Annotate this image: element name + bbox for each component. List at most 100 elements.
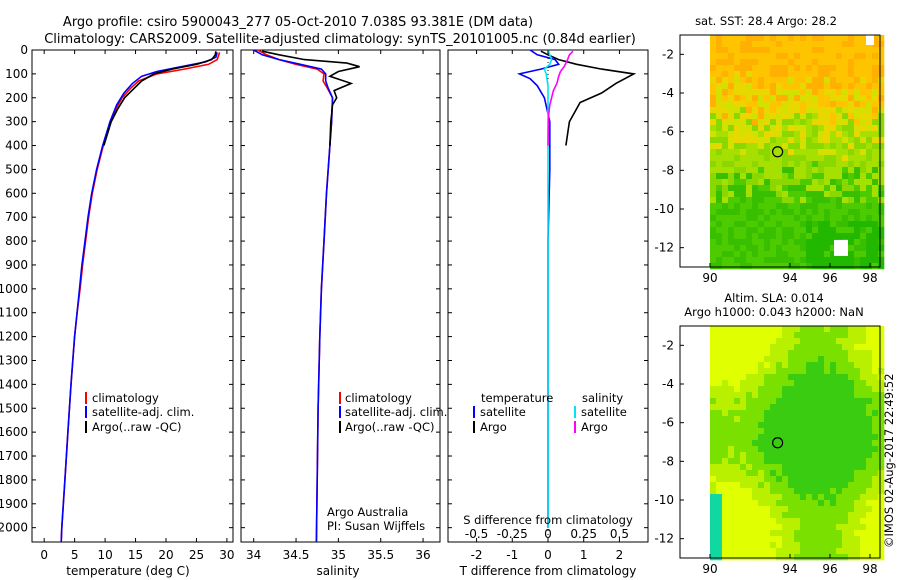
map-cell: [716, 482, 723, 489]
map-cell: [830, 500, 837, 507]
map-cell: [722, 41, 729, 48]
map-cell: [746, 464, 753, 471]
map-cell: [830, 131, 837, 138]
map-cell: [806, 221, 813, 228]
map-cell: [758, 251, 765, 258]
map-cell: [878, 530, 885, 537]
map-cell: [860, 506, 867, 513]
map-cell: [878, 536, 885, 543]
map-cell: [758, 263, 765, 270]
map-cell: [872, 95, 879, 102]
y-tick-label: -4: [662, 86, 674, 100]
map-cell: [770, 179, 777, 186]
map-cell: [806, 422, 813, 429]
map-cell: [782, 137, 789, 144]
map-cell: [770, 227, 777, 234]
map-cell: [854, 380, 861, 387]
map-cell: [794, 374, 801, 381]
map-cell: [812, 458, 819, 465]
map-cell: [836, 113, 843, 120]
map-cell: [758, 548, 765, 555]
map-cell: [764, 245, 771, 252]
map-cell: [800, 452, 807, 459]
map-cell: [842, 155, 849, 162]
map-cell: [722, 119, 729, 126]
map-cell: [878, 251, 885, 258]
series-line-argo-raw-qc-: [103, 51, 217, 146]
map-cell: [866, 239, 873, 246]
map-cell: [818, 404, 825, 411]
map-cell: [794, 500, 801, 507]
map-cell: [752, 173, 759, 180]
map-cell: [716, 530, 723, 537]
map-cell: [734, 452, 741, 459]
map-cell: [848, 446, 855, 453]
map-cell: [812, 380, 819, 387]
map-cell: [746, 476, 753, 483]
map-cell: [872, 107, 879, 114]
map-cell: [812, 215, 819, 222]
map-cell: [746, 356, 753, 363]
map-cell: [860, 83, 867, 90]
map-cell: [842, 83, 849, 90]
map-cell: [830, 35, 837, 42]
map-cell: [812, 95, 819, 102]
map-cell: [746, 257, 753, 264]
map-cell: [734, 542, 741, 549]
map-cell: [824, 488, 831, 495]
map-cell: [830, 446, 837, 453]
map-cell: [806, 416, 813, 423]
map-cell: [872, 185, 879, 192]
legend-t-sat-label: satellite: [480, 405, 526, 419]
map-cell: [794, 476, 801, 483]
map-cell: [746, 245, 753, 252]
map-cell: [800, 221, 807, 228]
legend-t-argo-label: Argo: [480, 420, 507, 434]
map-cell: [770, 350, 777, 357]
map-cell: [878, 476, 885, 483]
map-cell: [782, 35, 789, 42]
y-tick-label: -8: [662, 163, 674, 177]
map-cell: [764, 416, 771, 423]
map-cell: [818, 482, 825, 489]
map-cell: [860, 518, 867, 525]
map-cell: [848, 155, 855, 162]
map-cell: [824, 482, 831, 489]
map-cell: [782, 536, 789, 543]
map-cell: [716, 125, 723, 132]
map-cell: [758, 398, 765, 405]
map-cell: [806, 173, 813, 180]
map-cell: [872, 251, 879, 258]
map-cell: [824, 416, 831, 423]
map-cell: [716, 263, 723, 270]
map-cell: [788, 101, 795, 108]
map-cell: [776, 446, 783, 453]
map-cell: [734, 197, 741, 204]
map-cell: [812, 77, 819, 84]
map-cell: [764, 143, 771, 150]
map-cell: [818, 71, 825, 78]
map-cell: [746, 113, 753, 120]
map-cell: [770, 512, 777, 519]
map-cell: [806, 470, 813, 477]
map-cell: [794, 161, 801, 168]
map-cell: [830, 89, 837, 96]
map-cell: [836, 119, 843, 126]
map-cell: [842, 410, 849, 417]
map-cell: [860, 404, 867, 411]
map-cell: [746, 548, 753, 555]
map-cell: [764, 203, 771, 210]
map-cell: [854, 500, 861, 507]
map-cell: [710, 239, 717, 246]
map-cell: [770, 83, 777, 90]
map-cell: [836, 422, 843, 429]
map-cell: [746, 53, 753, 60]
map-cell: [734, 500, 741, 507]
map-cell: [782, 452, 789, 459]
map-cell: [872, 83, 879, 90]
map-cell: [734, 209, 741, 216]
map-cell: [728, 71, 735, 78]
map-cell: [812, 440, 819, 447]
map-cell: [806, 542, 813, 549]
map-cell: [848, 245, 855, 252]
